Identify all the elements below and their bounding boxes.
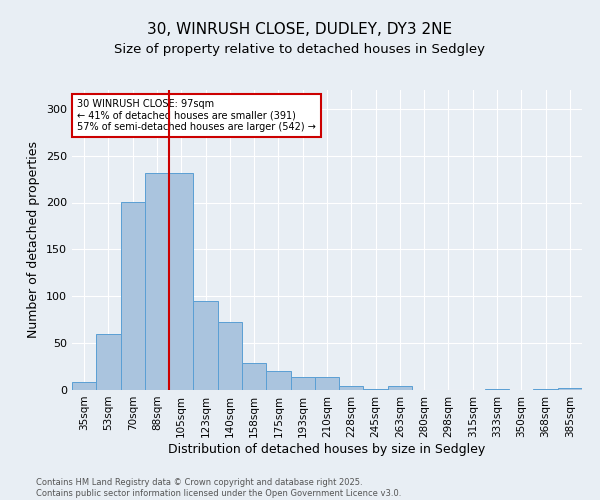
- Bar: [145, 172, 169, 390]
- Bar: [242, 363, 266, 390]
- Bar: [485, 389, 509, 390]
- Bar: [72, 382, 96, 390]
- Bar: [121, 202, 145, 390]
- Text: Contains HM Land Registry data © Crown copyright and database right 2025.
Contai: Contains HM Land Registry data © Crown c…: [36, 478, 401, 498]
- X-axis label: Distribution of detached houses by size in Sedgley: Distribution of detached houses by size …: [169, 442, 485, 456]
- Bar: [315, 377, 339, 390]
- Text: 30 WINRUSH CLOSE: 97sqm
← 41% of detached houses are smaller (391)
57% of semi-d: 30 WINRUSH CLOSE: 97sqm ← 41% of detache…: [77, 99, 316, 132]
- Bar: [96, 334, 121, 390]
- Bar: [533, 389, 558, 390]
- Bar: [339, 386, 364, 390]
- Bar: [266, 371, 290, 390]
- Bar: [388, 386, 412, 390]
- Bar: [218, 322, 242, 390]
- Text: 30, WINRUSH CLOSE, DUDLEY, DY3 2NE: 30, WINRUSH CLOSE, DUDLEY, DY3 2NE: [148, 22, 452, 38]
- Bar: [364, 389, 388, 390]
- Bar: [290, 377, 315, 390]
- Bar: [193, 301, 218, 390]
- Text: Size of property relative to detached houses in Sedgley: Size of property relative to detached ho…: [115, 42, 485, 56]
- Y-axis label: Number of detached properties: Number of detached properties: [28, 142, 40, 338]
- Bar: [169, 172, 193, 390]
- Bar: [558, 388, 582, 390]
